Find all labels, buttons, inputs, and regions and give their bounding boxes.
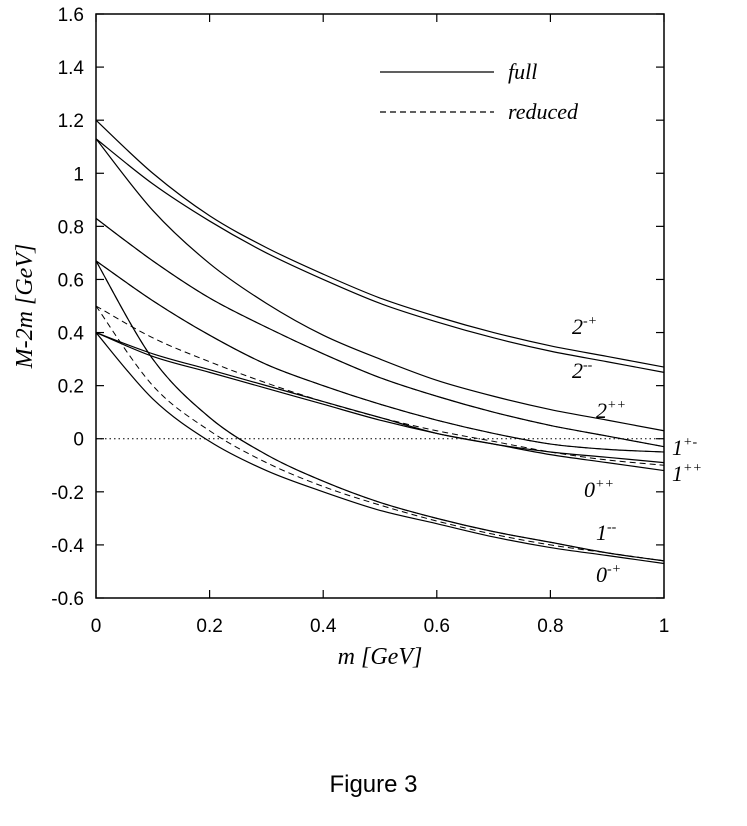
y-tick-label: 0.8 bbox=[58, 217, 84, 238]
curve-label: 1+- bbox=[672, 435, 697, 460]
y-tick-label: -0.6 bbox=[51, 589, 84, 610]
y-tick-label: 1.2 bbox=[58, 111, 84, 132]
plot-frame bbox=[95, 13, 665, 599]
y-tick-label: 1 bbox=[73, 164, 84, 185]
y-tick-label: 1.4 bbox=[58, 58, 85, 79]
x-tick-label: 1 bbox=[659, 616, 670, 637]
curve-label: 0++ bbox=[584, 477, 614, 502]
figure-caption: Figure 3 bbox=[329, 771, 418, 798]
legend: full reduced bbox=[380, 59, 579, 124]
x-tick-label: 0.2 bbox=[196, 616, 222, 637]
y-tick-label: 0 bbox=[73, 430, 84, 451]
y-tick-label: -0.2 bbox=[51, 483, 84, 504]
curve-label: 2-+ bbox=[572, 314, 597, 339]
series-line-9-dashed bbox=[95, 305, 665, 466]
x-axis-title: m [GeV] bbox=[338, 644, 423, 670]
x-tick-label: 0.6 bbox=[424, 616, 450, 637]
curve-label: 2++ bbox=[596, 398, 626, 423]
series-line-3-solid bbox=[95, 138, 665, 432]
curve-labels: 2-+ 2--2++ 1+-1++ 0++ 1-- 0-+ bbox=[572, 314, 702, 587]
y-axis-title: M-2m [GeV] bbox=[12, 244, 38, 370]
series-line-4-solid bbox=[95, 217, 665, 448]
series-line-1-solid bbox=[95, 119, 665, 368]
legend-label: full bbox=[508, 59, 537, 84]
y-tick-label: 1.6 bbox=[58, 5, 84, 26]
series-line-8-solid bbox=[95, 331, 665, 472]
curve-label: 0-+ bbox=[596, 562, 621, 587]
series-line-13-solid bbox=[95, 332, 665, 565]
tick-layer: 0 0.2 0.4 0.6 0.8 1 -0.6 -0.4 -0.2 0 0.2 0.4 0.6 0.8 1… bbox=[51, 5, 669, 637]
y-tick-label: 0.6 bbox=[58, 270, 84, 291]
series-line-14-dashed bbox=[95, 305, 665, 562]
series-line-10-solid bbox=[95, 331, 665, 464]
chart-svg: 0 0.2 0.4 0.6 0.8 1 -0.6 -0.4 -0.2 0 0.2 0.4 0.6 0.8 1… bbox=[12, 5, 702, 670]
x-tick-label: 0.4 bbox=[310, 616, 337, 637]
y-tick-label: 0.2 bbox=[58, 377, 84, 398]
curve-label: 1-- bbox=[596, 520, 617, 545]
curve-label: 2-- bbox=[572, 358, 593, 383]
y-tick-label: 0.4 bbox=[58, 324, 85, 345]
x-tick-label: 0 bbox=[91, 616, 102, 637]
y-tick-label: -0.4 bbox=[51, 536, 84, 557]
legend-label: reduced bbox=[508, 99, 579, 124]
curve-label: 1++ bbox=[672, 461, 702, 486]
series-line-12-dashed bbox=[95, 260, 665, 562]
series-layer bbox=[95, 119, 665, 565]
series-line-2-solid bbox=[95, 138, 665, 373]
series-line-7-dashed bbox=[95, 260, 665, 453]
x-tick-label: 0.8 bbox=[537, 616, 563, 637]
